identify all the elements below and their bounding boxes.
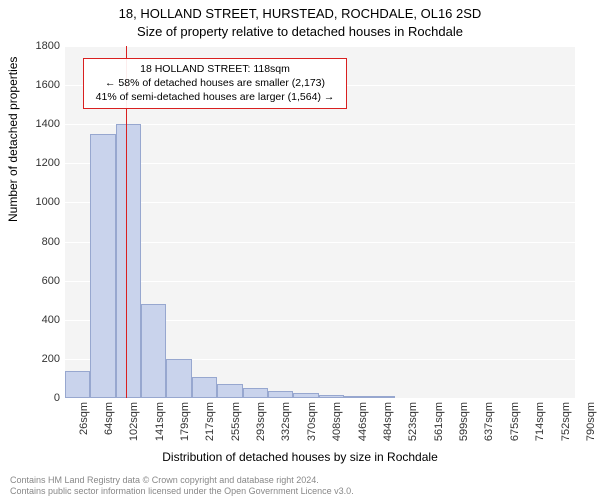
bar	[116, 124, 141, 398]
xtick-label: 332sqm	[281, 402, 293, 441]
xtick-label: 408sqm	[331, 402, 343, 441]
ytick-label: 400	[20, 314, 60, 326]
x-axis-label: Distribution of detached houses by size …	[0, 450, 600, 464]
gridline	[65, 46, 575, 47]
bar	[217, 384, 242, 398]
ytick-label: 200	[20, 353, 60, 365]
ytick-label: 1600	[20, 79, 60, 91]
xtick-label: 217sqm	[205, 402, 217, 441]
bar	[268, 391, 293, 398]
xtick-label: 370sqm	[306, 402, 318, 441]
plot-area: 18 HOLLAND STREET: 118sqm ← 58% of detac…	[65, 46, 575, 398]
gridline	[65, 202, 575, 203]
xtick-label: 179sqm	[179, 402, 191, 441]
gridline	[65, 124, 575, 125]
ytick-label: 600	[20, 275, 60, 287]
ytick-label: 1800	[20, 40, 60, 52]
gridline	[65, 398, 575, 399]
xtick-label: 561sqm	[433, 402, 445, 441]
ytick-label: 1200	[20, 157, 60, 169]
bar	[90, 134, 115, 398]
chart-container: 18, HOLLAND STREET, HURSTEAD, ROCHDALE, …	[0, 0, 600, 500]
bar	[65, 371, 90, 398]
annotation-line3: 41% of semi-detached houses are larger (…	[90, 90, 340, 104]
bar	[166, 359, 191, 398]
gridline	[65, 281, 575, 282]
annotation-box: 18 HOLLAND STREET: 118sqm ← 58% of detac…	[83, 58, 347, 109]
bar	[293, 393, 318, 398]
ytick-label: 1000	[20, 196, 60, 208]
chart-title-line1: 18, HOLLAND STREET, HURSTEAD, ROCHDALE, …	[0, 6, 600, 21]
gridline	[65, 242, 575, 243]
xtick-label: 64sqm	[103, 402, 115, 435]
ytick-label: 1400	[20, 118, 60, 130]
xtick-label: 141sqm	[154, 402, 166, 441]
bar	[192, 377, 217, 399]
xtick-label: 484sqm	[382, 402, 394, 441]
xtick-label: 102sqm	[128, 402, 140, 441]
ytick-label: 800	[20, 236, 60, 248]
bar	[344, 396, 369, 398]
ytick-label: 0	[20, 392, 60, 404]
xtick-label: 255sqm	[230, 402, 242, 441]
bar	[141, 304, 166, 398]
bar	[243, 388, 268, 398]
copyright-line2: Contains public sector information licen…	[10, 486, 354, 497]
xtick-label: 26sqm	[78, 402, 90, 435]
xtick-label: 637sqm	[484, 402, 496, 441]
xtick-label: 675sqm	[509, 402, 521, 441]
xtick-label: 523sqm	[407, 402, 419, 441]
bar	[369, 396, 394, 398]
xtick-label: 446sqm	[357, 402, 369, 441]
copyright-line1: Contains HM Land Registry data © Crown c…	[10, 475, 354, 486]
xtick-label: 752sqm	[560, 402, 572, 441]
copyright-text: Contains HM Land Registry data © Crown c…	[10, 472, 354, 498]
xtick-label: 293sqm	[255, 402, 267, 441]
xtick-label: 599sqm	[458, 402, 470, 441]
annotation-line1: 18 HOLLAND STREET: 118sqm	[90, 62, 340, 76]
y-axis-label: Number of detached properties	[6, 57, 20, 222]
xtick-label: 714sqm	[534, 402, 546, 441]
annotation-line2: ← 58% of detached houses are smaller (2,…	[90, 76, 340, 90]
gridline	[65, 163, 575, 164]
bar	[319, 395, 344, 398]
xtick-label: 790sqm	[585, 402, 597, 441]
chart-title-line2: Size of property relative to detached ho…	[0, 24, 600, 39]
